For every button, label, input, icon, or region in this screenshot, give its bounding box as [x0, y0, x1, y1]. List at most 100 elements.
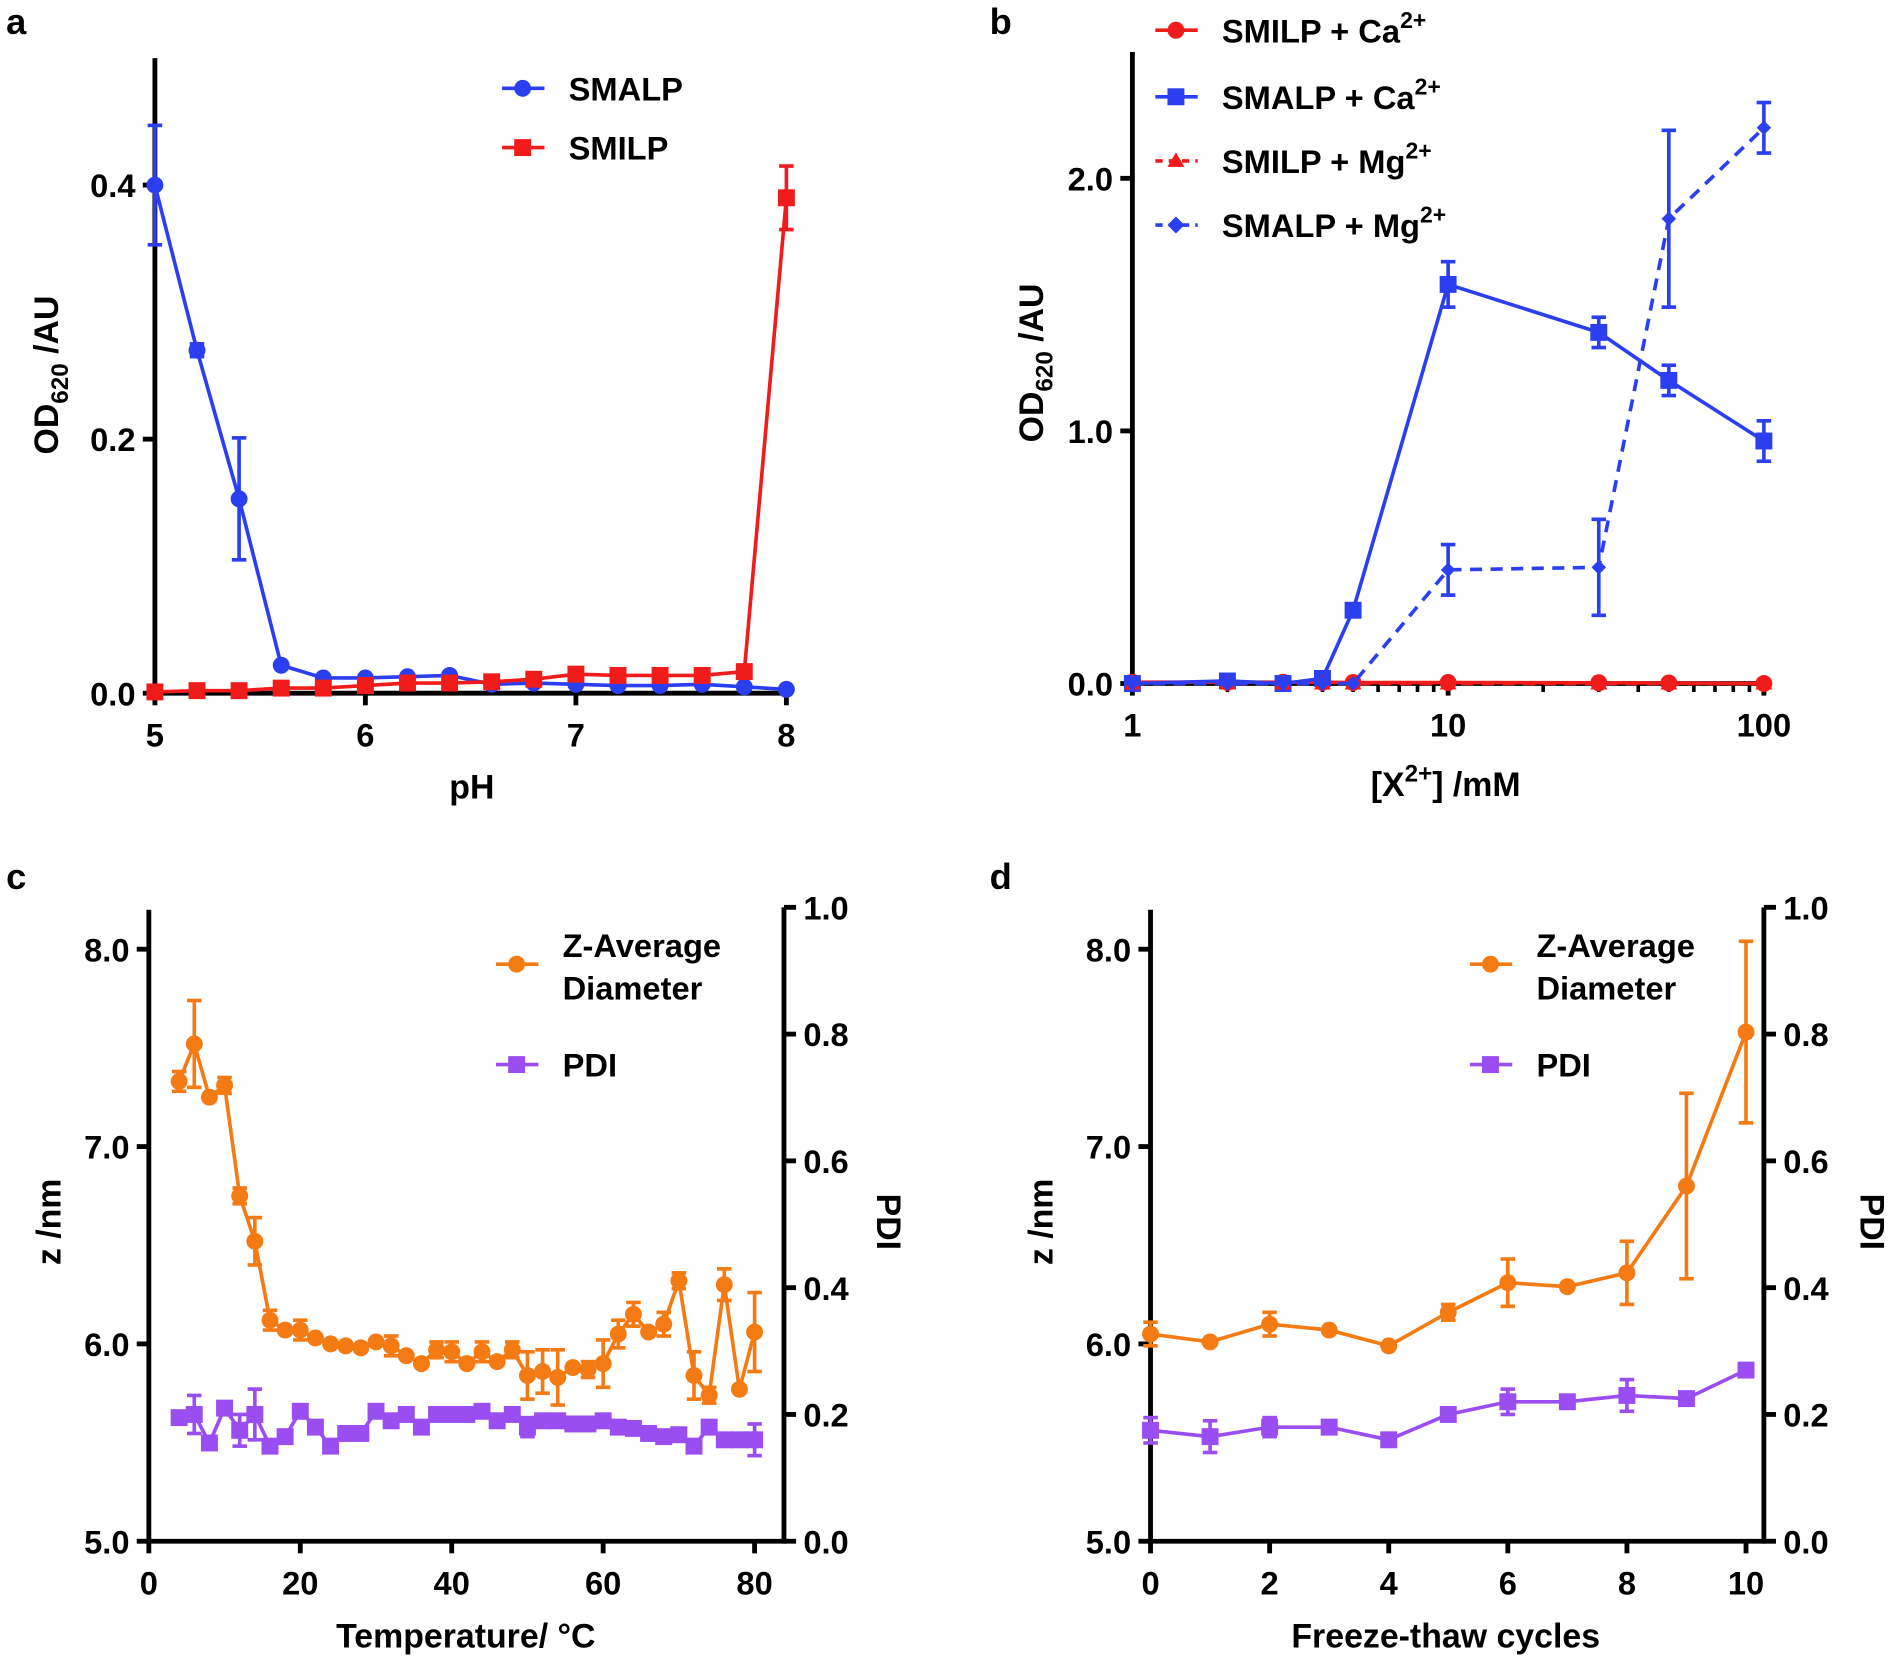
legend-marker [1482, 955, 1499, 973]
legend-label: SMALP + Mg2+ [1222, 202, 1446, 245]
series-smalp-ca [1123, 259, 1773, 692]
series-line [154, 197, 789, 694]
data-point [503, 1405, 521, 1423]
data-point [352, 1339, 370, 1357]
data-point [397, 1347, 415, 1365]
data-point [1380, 1337, 1398, 1355]
legend-marker [508, 955, 526, 973]
data-point [1440, 562, 1456, 578]
data-point [322, 1437, 340, 1455]
legend-marker [1167, 152, 1185, 167]
y-tick-label: 0.0 [90, 675, 135, 712]
y2-tick-label: 0.4 [1783, 1270, 1828, 1307]
x-axis-label: pH [449, 768, 494, 806]
data-point [1345, 676, 1361, 691]
data-point [291, 1321, 309, 1339]
panel-c: c 0 20 40 60 80 5.0 6.0 7.0 8.0 0.0 0.2 0.4 0.6 0.8 1.0… [6, 856, 907, 1656]
legend-label: SMILP + Ca2+ [1222, 7, 1426, 50]
y2-tick-label: 0.6 [803, 1143, 848, 1180]
data-point [1201, 1428, 1219, 1446]
data-point [534, 1412, 552, 1430]
data-point [188, 341, 206, 359]
legend-marker [514, 139, 532, 157]
data-point [1756, 120, 1772, 136]
data-point [549, 1368, 567, 1386]
y-tick-label: 0.2 [90, 421, 135, 458]
legend-label-line2: Diameter [563, 969, 703, 1006]
data-point [412, 1418, 430, 1436]
y-tick-label: 0.0 [1068, 666, 1113, 703]
panel-label: a [6, 1, 27, 42]
legend-entry: PDI [496, 1047, 617, 1084]
panel-a: a 5 6 7 8 0.0 0.2 0.4 pH OD620 /AU SMALP SMILP [6, 1, 795, 807]
data-point [397, 1405, 415, 1423]
data-point [693, 666, 711, 684]
y-tick-label: 5.0 [1086, 1523, 1131, 1560]
data-point [746, 1323, 764, 1341]
y-tick-label: 7.0 [84, 1129, 129, 1166]
data-point [518, 1418, 536, 1436]
data-point [185, 1405, 203, 1423]
data-point [458, 1355, 476, 1373]
data-point [594, 1355, 612, 1373]
data-point [1590, 323, 1608, 341]
data-point [337, 1425, 355, 1442]
x-tick-label: 5 [146, 716, 164, 753]
data-point [473, 1402, 491, 1420]
data-point [1439, 275, 1457, 293]
panel-d: d 0 2 4 6 8 10 5.0 6.0 7.0 8.0 0.0 0.2 0.4 0.6 0.8 1.0 PD… [990, 856, 1891, 1656]
data-point [367, 1333, 385, 1351]
data-point [170, 1409, 188, 1427]
data-point [1315, 676, 1330, 691]
legend-marker [1482, 1056, 1499, 1074]
y-axis-label: OD620 /AU [1013, 283, 1059, 442]
series-line [153, 184, 787, 692]
y-tick-label: 2.0 [1068, 160, 1113, 197]
data-point [1261, 1418, 1279, 1436]
data-point [276, 1428, 294, 1446]
data-point [1590, 675, 1608, 690]
data-point [382, 1337, 400, 1355]
x-tick-label: 1 [1123, 707, 1141, 744]
x-tick-label: 10 [1430, 707, 1466, 744]
data-point [735, 663, 753, 681]
data-point [609, 1325, 627, 1343]
data-point [1320, 1321, 1338, 1339]
data-point [624, 1305, 642, 1323]
data-point [412, 1355, 430, 1373]
series-line [1132, 282, 1765, 686]
data-point [670, 1426, 688, 1444]
data-point [1499, 1274, 1517, 1292]
data-point [640, 1323, 658, 1341]
data-point [685, 1366, 703, 1384]
data-point [1737, 1023, 1755, 1041]
y2-tick-label: 0.6 [1783, 1143, 1828, 1180]
data-point [1558, 1278, 1576, 1296]
data-point [1755, 432, 1773, 450]
data-point [1618, 1264, 1636, 1282]
data-point [640, 1425, 658, 1442]
data-point [579, 1415, 597, 1433]
x-tick-label: 0 [1141, 1564, 1159, 1601]
data-point [567, 665, 585, 683]
series-smalp [146, 123, 795, 698]
data-point [534, 1363, 552, 1380]
data-point [746, 1431, 764, 1449]
legend-entry: SMILP [502, 130, 668, 167]
y-tick-label: 6.0 [1086, 1326, 1131, 1363]
data-point [1142, 1325, 1159, 1343]
y-tick-label: 8.0 [1086, 931, 1131, 968]
series-line [177, 1038, 757, 1400]
x-tick-label: 80 [736, 1564, 772, 1601]
x-tick-label: 0 [140, 1564, 158, 1601]
legend-marker [1167, 21, 1185, 39]
data-point [1677, 1390, 1695, 1408]
data-point [458, 1405, 476, 1423]
data-point [272, 656, 290, 674]
data-point [443, 1343, 461, 1361]
y-tick-label: 8.0 [84, 931, 129, 968]
legend-entry: SMALP + Ca2+ [1155, 73, 1441, 116]
data-point [730, 1431, 748, 1449]
data-point [441, 674, 459, 692]
